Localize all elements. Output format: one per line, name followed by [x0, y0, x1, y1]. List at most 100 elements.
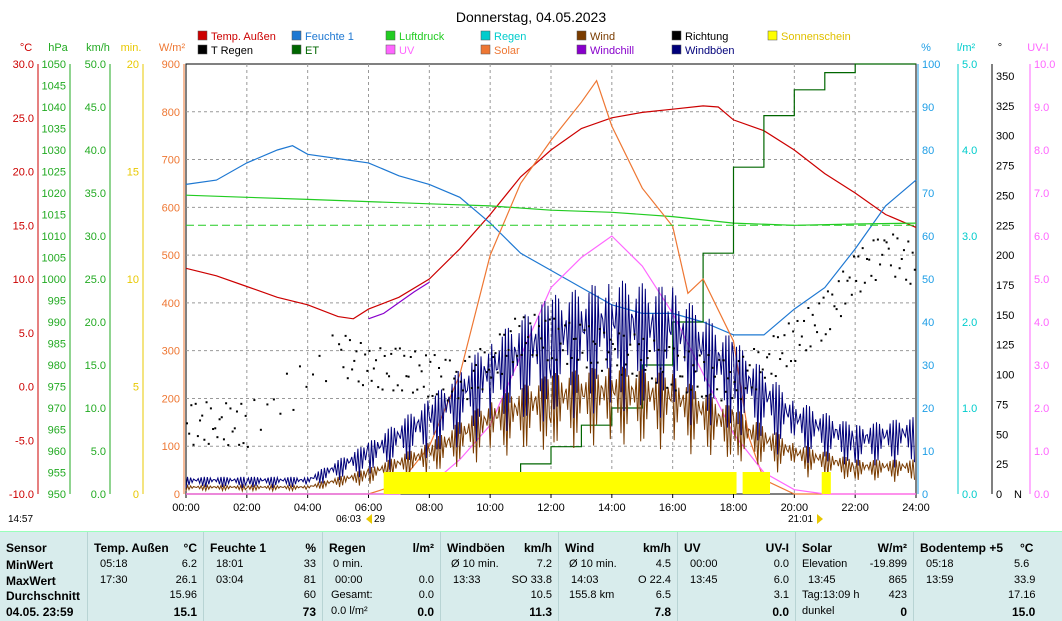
direction-point	[394, 347, 397, 350]
row-label-max: MaxWert	[6, 574, 56, 588]
direction-point	[505, 354, 508, 357]
direction-point	[781, 352, 784, 355]
direction-point	[353, 359, 356, 362]
direction-point	[477, 386, 480, 389]
solar-avg: 423	[888, 589, 907, 601]
right-axis-tick: 50	[922, 274, 934, 286]
direction-point	[272, 398, 275, 401]
direction-point	[375, 359, 378, 362]
soil-title: Bodentemp +5	[920, 541, 1004, 555]
plot-area	[185, 63, 917, 495]
gusts-column: Windböen km/h Ø 10 min. 7.2 13:33 SO 33.…	[440, 532, 558, 621]
direction-point	[448, 359, 451, 362]
direction-point	[911, 251, 914, 254]
direction-point	[464, 359, 467, 362]
legend-swatch	[385, 30, 396, 41]
x-tick-label: 10:00	[476, 502, 504, 514]
direction-point	[583, 329, 586, 332]
direction-point	[338, 343, 341, 346]
series-feuchte-1	[185, 145, 917, 336]
left-axis-tick: 1000	[42, 274, 66, 286]
right-axis-tick: 350	[996, 71, 1014, 83]
right-axis-tick: 125	[996, 340, 1014, 352]
legend-label: Luftdruck	[399, 31, 445, 43]
direction-point	[592, 340, 595, 343]
direction-point	[344, 334, 347, 337]
right-axis-tick: 4.0	[1034, 317, 1049, 329]
direction-point	[637, 343, 640, 346]
direction-point	[540, 337, 543, 340]
direction-point	[455, 370, 458, 373]
direction-point	[331, 334, 334, 337]
direction-point	[672, 347, 675, 350]
right-axis-bottom-label: N	[1014, 489, 1022, 501]
direction-point	[633, 333, 636, 336]
direction-point	[514, 317, 517, 320]
direction-point	[516, 354, 519, 357]
uv-column: UV UV-I 00:00 0.0 13:45 6.0 3.1 0.0	[677, 532, 795, 621]
direction-point	[372, 367, 375, 370]
x-tick-label: 12:00	[537, 502, 565, 514]
direction-point	[229, 407, 232, 410]
left-axis-tick: 400	[162, 298, 180, 310]
direction-point	[531, 354, 534, 357]
left-axis-tick: 1030	[42, 145, 66, 157]
left-axis-tick: 5.0	[91, 446, 106, 458]
direction-point	[557, 327, 560, 330]
humidity-current: 73	[302, 605, 316, 619]
direction-point	[668, 345, 671, 348]
direction-point	[494, 352, 497, 355]
right-axis-tick: 7.0	[1034, 188, 1049, 200]
legend-swatch	[671, 44, 682, 55]
x-tick-label: 14:00	[598, 502, 626, 514]
legend-swatch	[197, 44, 208, 55]
direction-point	[620, 373, 623, 376]
uv-current: 0.0	[772, 605, 789, 619]
direction-point	[240, 402, 243, 405]
soil-column: Bodentemp +5 °C 05:18 5.6 13:59 33.9 17.…	[913, 532, 1036, 621]
left-axis-tick: 35.0	[85, 188, 106, 200]
direction-point	[429, 360, 432, 363]
right-axis-tick: 3.0	[1034, 360, 1049, 372]
left-axis-tick: 960	[48, 446, 66, 458]
soil-avg: 17.16	[1008, 589, 1036, 601]
uv-avg: 3.1	[773, 589, 789, 601]
left-axis-tick: 965	[48, 425, 66, 437]
x-tick-label: 22:00	[841, 502, 869, 514]
direction-point	[218, 418, 221, 421]
direction-point	[561, 349, 564, 352]
direction-point	[674, 389, 677, 392]
temp-max: 26.1	[175, 574, 197, 586]
direction-point	[859, 290, 862, 293]
direction-point	[207, 442, 210, 445]
direction-point	[405, 375, 408, 378]
gusts-title: Windböen	[447, 541, 505, 555]
right-axis-tick: 60	[922, 231, 934, 243]
soil-min-time: 05:18	[926, 558, 954, 570]
direction-point	[479, 347, 482, 350]
legend-swatch	[576, 44, 587, 55]
wind-avg10-label: Ø 10 min.	[569, 558, 617, 570]
gusts-current: 11.3	[529, 605, 552, 619]
direction-point	[874, 278, 877, 281]
left-axis-tick: 25.0	[13, 113, 34, 125]
x-tick-label: 08:00	[416, 502, 444, 514]
direction-point	[474, 364, 477, 367]
direction-point	[414, 350, 417, 353]
direction-point	[403, 354, 406, 357]
left-axis-tick: 5	[133, 382, 139, 394]
direction-point	[842, 270, 845, 273]
direction-point	[605, 358, 608, 361]
left-axis-tick: 200	[162, 393, 180, 405]
direction-point	[887, 247, 890, 250]
direction-point	[364, 353, 367, 356]
direction-point	[594, 342, 597, 345]
sunshine-bar	[742, 472, 770, 494]
direction-point	[214, 427, 217, 430]
direction-point	[872, 239, 875, 242]
direction-point	[900, 258, 903, 261]
direction-point	[839, 315, 842, 318]
direction-point	[481, 388, 484, 391]
direction-point	[192, 443, 195, 446]
direction-point	[629, 343, 632, 346]
